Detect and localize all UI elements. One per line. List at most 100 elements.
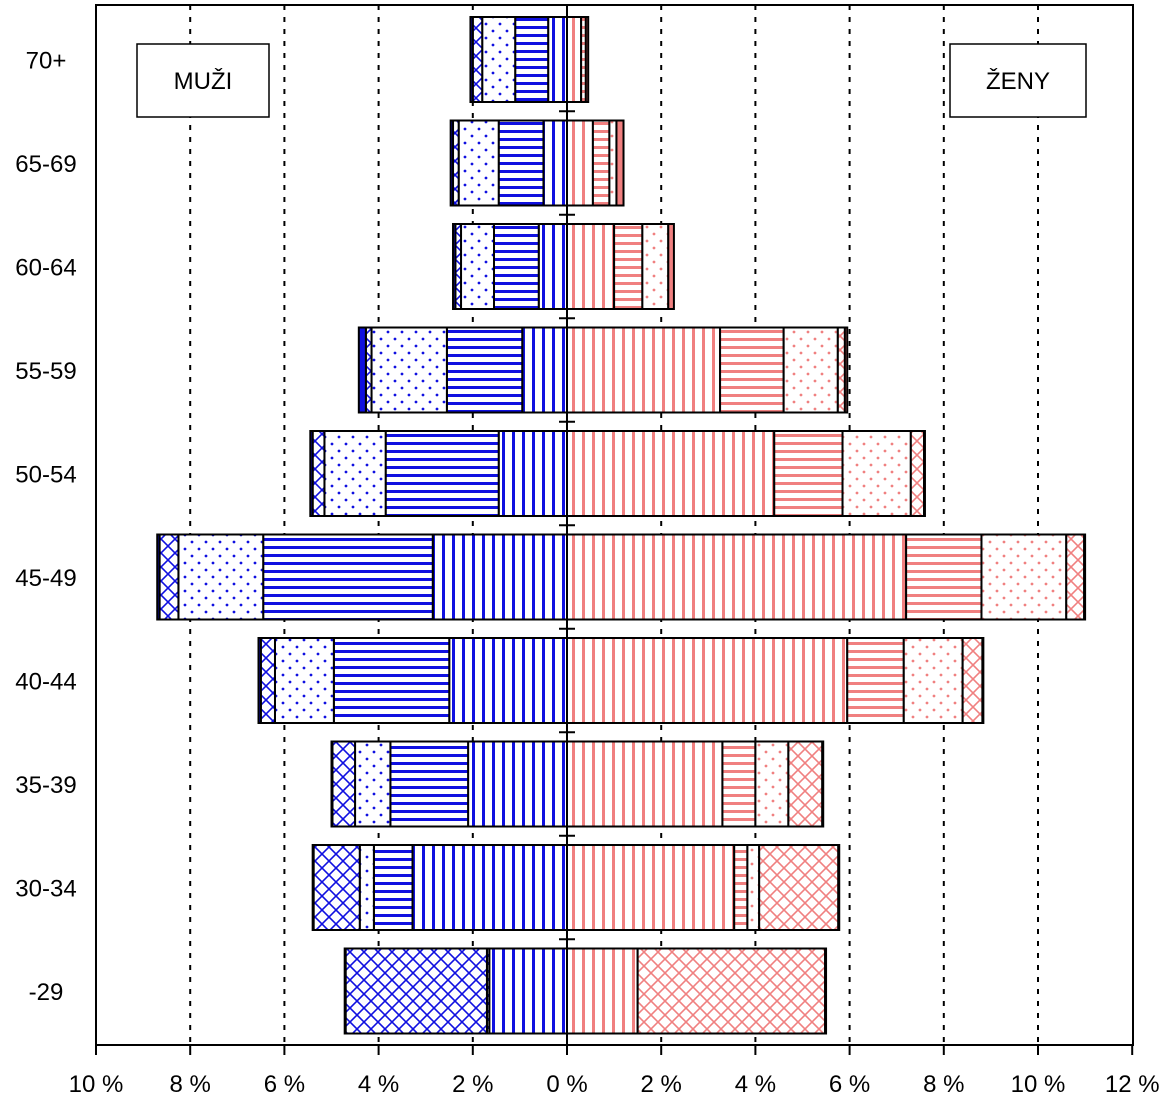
bar-segment-right-solid [821, 740, 825, 828]
bar-segment-left-solid [257, 637, 262, 724]
bar-segment-right-solid [584, 16, 590, 103]
bar-segment-left-horizontal [332, 637, 451, 724]
bar-segment-left-solid [469, 16, 474, 103]
bar-segment-left-dots [177, 533, 265, 621]
bar-segment-left-solid [357, 326, 367, 414]
bar-segment-right-solid [843, 326, 849, 414]
bar-segment-left-vertical [497, 430, 568, 517]
bar-segment-right-crosshatch [787, 740, 824, 828]
legend-label-men: MUŽI [174, 68, 233, 95]
bar-segment-right-horizontal [591, 119, 611, 207]
bar-segment-right-horizontal [721, 740, 757, 828]
bar-segment-left-vertical [431, 533, 569, 621]
legend-frame-women [949, 43, 1087, 118]
bar-segment-right-horizontal [733, 844, 749, 931]
y-category-label: 30-34 [15, 876, 76, 903]
bar-segment-left-vertical [411, 844, 568, 931]
bar-segment-left-vertical [521, 326, 569, 414]
x-tick-label: 2 % [641, 1071, 682, 1098]
y-category-label: -29 [29, 979, 64, 1006]
bar-segment-right-solid [824, 947, 828, 1035]
bar-segment-right-dots [902, 637, 964, 724]
bar-segment-right-crosshatch [1065, 533, 1086, 621]
legend-box-men: MUŽI [136, 43, 270, 118]
x-tick-label: 10 % [69, 1071, 124, 1098]
y-category-label: 50-54 [15, 462, 76, 489]
x-tick-label: 6 % [264, 1071, 305, 1098]
bar-segment-right-vertical [566, 16, 583, 103]
bar-segment-right-vertical [566, 430, 776, 517]
x-tick-label: 6 % [829, 1071, 870, 1098]
bar-segment-right-dots [841, 430, 912, 517]
x-tick-label: 4 % [735, 1071, 776, 1098]
x-tick-label: 0 % [546, 1071, 587, 1098]
bar-segment-left-horizontal [514, 16, 550, 103]
bar-segment-right-crosshatch [836, 326, 846, 414]
bar-segment-left-vertical [547, 16, 568, 103]
bar-segment-left-solid [449, 119, 455, 207]
bar-segment-right-dots [608, 119, 618, 207]
bar-segment-left-dots [323, 430, 387, 517]
bar-segment-left-crosshatch [331, 740, 357, 828]
bar-segment-left-vertical [542, 119, 569, 207]
bar-segment-right-solid [923, 430, 926, 517]
bar-segment-left-crosshatch [471, 16, 484, 103]
bar-segment-right-crosshatch [636, 947, 827, 1035]
bar-segment-left-horizontal [445, 326, 524, 414]
bar-segment-left-horizontal [492, 223, 540, 310]
bar-segment-left-dots [457, 119, 500, 207]
x-tick-label: 8 % [170, 1071, 211, 1098]
x-tick-label: 2 % [452, 1071, 493, 1098]
bar-segment-left-vertical [488, 947, 568, 1035]
x-tick-label: 4 % [358, 1071, 399, 1098]
legend-frame-men [136, 43, 270, 118]
axes [95, 4, 1134, 1055]
bar-segment-right-vertical [566, 947, 639, 1035]
y-category-label: 55-59 [15, 358, 76, 385]
bar-segment-left-crosshatch [259, 637, 276, 724]
bar-segment-left-crosshatch [344, 947, 488, 1035]
bar-segment-left-horizontal [389, 740, 470, 828]
bar-segment-left-crosshatch [158, 533, 180, 621]
bar-segment-left-dots [273, 637, 335, 724]
bar-segment-right-vertical [566, 844, 736, 931]
bar-segment-right-crosshatch [909, 430, 926, 517]
bar-segment-right-horizontal [613, 223, 644, 310]
bar-segment-right-dots [641, 223, 670, 310]
bar-segment-left-dots [358, 844, 375, 931]
bar-segment-right-horizontal [905, 533, 983, 621]
legend-box-women: ŽENY [949, 43, 1087, 118]
x-tick-label: 8 % [923, 1071, 964, 1098]
legend-label-women: ŽENY [986, 68, 1050, 95]
bar-segment-right-solid [615, 119, 625, 207]
bar-segment-right-horizontal [773, 430, 844, 517]
y-category-label: 65-69 [15, 151, 76, 178]
bar-segment-right-solid [837, 844, 841, 931]
bar-segment-right-dots [746, 844, 761, 931]
bar-segment-right-crosshatch [758, 844, 840, 931]
bar-segment-right-solid [981, 637, 985, 724]
bars [156, 16, 1087, 1035]
bar-segment-left-vertical [537, 223, 568, 310]
y-category-label: 60-64 [15, 255, 76, 282]
bar-segment-left-dots [460, 223, 495, 310]
plot-frame [95, 4, 1134, 1046]
bar-segment-right-solid [667, 223, 675, 310]
bar-segment-left-solid [343, 947, 347, 1035]
bar-segment-left-vertical [448, 637, 568, 724]
bar-segment-right-horizontal [719, 326, 785, 414]
bar-segment-left-solid [156, 533, 161, 621]
bar-segment-right-vertical [566, 119, 594, 207]
bar-segment-left-dots [370, 326, 448, 414]
bar-segment-left-dots [354, 740, 392, 828]
bar-segment-left-solid [330, 740, 334, 828]
bar-segment-left-solid [309, 430, 314, 517]
bar-segment-left-crosshatch [312, 844, 361, 931]
bar-segment-right-horizontal [846, 637, 905, 724]
bar-segment-left-horizontal [262, 533, 434, 621]
bar-segment-right-solid [1083, 533, 1087, 621]
y-category-label: 70+ [26, 48, 67, 75]
bar-segment-left-horizontal [497, 119, 545, 207]
x-tick-label: 12 % [1105, 1071, 1160, 1098]
